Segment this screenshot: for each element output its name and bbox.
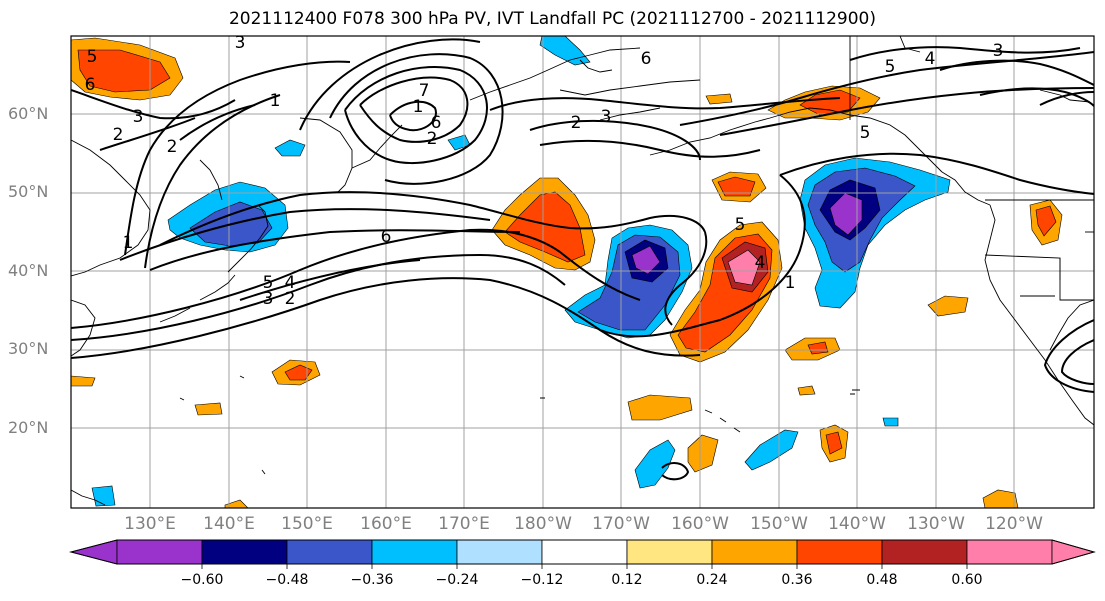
lat-label-30n: 30°N — [8, 339, 49, 358]
contour-labels: 5 6 3 1 2 2 1 6 5 4 3 2 3 2 6 7 1 2 3 4 … — [85, 33, 1004, 309]
contour-label: 3 — [263, 289, 274, 309]
contour-label: 3 — [993, 41, 1004, 61]
colorbar-tick-label: 0.36 — [781, 572, 813, 588]
lon-label-180w: 180°W — [514, 514, 572, 534]
contour-label: 2 — [571, 113, 582, 133]
contour-label: 4 — [285, 273, 296, 293]
contour-label: 3 — [133, 107, 144, 127]
lon-label-160e: 160°E — [360, 514, 412, 534]
contour-label: 1 — [270, 91, 281, 111]
contour-label: 5 — [87, 47, 98, 67]
contour-label: 2 — [167, 137, 178, 157]
lat-label-50n: 50°N — [8, 182, 49, 201]
colorbar-tick-label: −0.12 — [520, 572, 564, 588]
colorbar-tick-label: −0.24 — [435, 572, 479, 588]
map-panel: 5 6 3 1 2 2 1 6 5 4 3 2 3 2 6 7 1 2 3 4 … — [71, 33, 1094, 508]
colorbar-tick-label: −0.36 — [350, 572, 394, 588]
colorbar-segment — [69, 539, 118, 565]
lon-label-140e: 140°E — [203, 514, 255, 534]
contour-label: 1 — [785, 273, 796, 293]
contour-label: 6 — [431, 113, 442, 133]
pv-contours — [71, 38, 1094, 481]
lon-label-120w: 120°W — [985, 514, 1043, 534]
contour-label: 5 — [735, 215, 746, 235]
lon-label-130e: 130°E — [124, 514, 176, 534]
lat-label-60n: 60°N — [8, 104, 49, 123]
colorbar-segment — [881, 539, 968, 565]
lon-label-140w: 140°W — [828, 514, 886, 534]
colorbar-segment — [116, 539, 203, 565]
colorbar — [69, 539, 1096, 569]
contour-label: 2 — [427, 129, 438, 149]
contour-label: 4 — [925, 49, 936, 69]
lat-label-40n: 40°N — [8, 261, 49, 280]
colorbar-segment — [371, 539, 458, 565]
colorbar-segment — [626, 539, 713, 565]
lat-label-20n: 20°N — [8, 418, 49, 437]
contour-label: 2 — [285, 289, 296, 309]
colorbar-segment — [286, 539, 373, 565]
colorbar-segment — [201, 539, 288, 565]
contour-label: 2 — [113, 125, 124, 145]
colorbar-tick-label: 0.12 — [611, 572, 643, 588]
contour-label: 5 — [263, 273, 274, 293]
contour-label: 1 — [123, 233, 134, 253]
contour-label: 7 — [419, 81, 430, 101]
lon-label-160w: 160°W — [671, 514, 729, 534]
map-title: 2021112400 F078 300 hPa PV, IVT Landfall… — [228, 9, 876, 29]
contour-label: 6 — [641, 49, 652, 69]
lon-label-150w: 150°W — [750, 514, 808, 534]
contour-label: 3 — [601, 107, 612, 127]
lon-label-130w: 130°W — [907, 514, 965, 534]
map-frame — [70, 35, 1095, 509]
contour-label: 4 — [755, 253, 766, 273]
colorbar-tick-label: 0.48 — [866, 572, 898, 588]
colorbar-segment — [966, 539, 1053, 565]
colorbar-segment — [541, 539, 628, 565]
colorbar-tick-label: 0.24 — [696, 572, 728, 588]
colorbar-segment — [1051, 539, 1096, 565]
colorbar-tick-label: −0.48 — [265, 572, 309, 588]
contour-label: 5 — [860, 123, 871, 143]
colorbar-tick-label: 0.60 — [951, 572, 983, 588]
colorbar-segment — [456, 539, 543, 565]
colorbar-segment — [711, 539, 798, 565]
colorbar-segment — [796, 539, 883, 565]
graticule — [71, 36, 1094, 508]
lon-label-150e: 150°E — [281, 514, 333, 534]
lon-label-170e: 170°E — [438, 514, 490, 534]
colorbar-tick-label: −0.60 — [180, 572, 224, 588]
lon-label-170w: 170°W — [592, 514, 650, 534]
contour-label: 3 — [235, 33, 246, 53]
contour-label: 5 — [885, 57, 896, 77]
contour-label: 6 — [85, 75, 96, 95]
contour-label: 6 — [381, 227, 392, 247]
contour-label: 1 — [413, 97, 424, 117]
